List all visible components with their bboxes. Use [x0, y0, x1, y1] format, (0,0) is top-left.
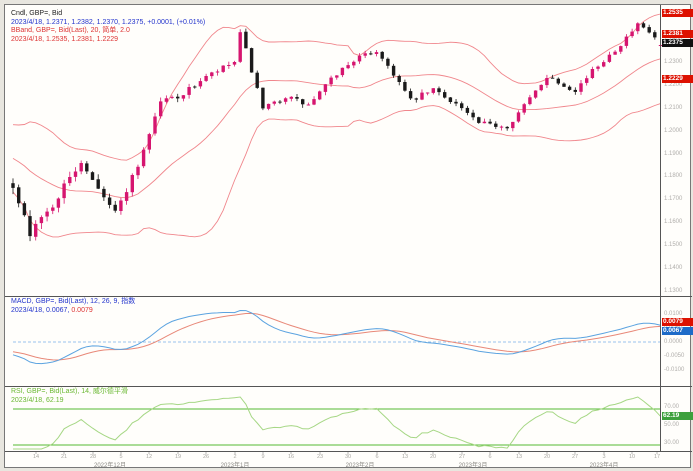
time-axis-day-label: 28 — [89, 454, 97, 460]
time-axis-day-label: 12 — [145, 454, 153, 460]
time-axis-day-label: 14 — [32, 454, 40, 460]
rsi-legend-value: 2023/4/18, 62.19 — [11, 396, 64, 404]
time-axis-month-label: 2023年4月 — [589, 463, 619, 469]
axis-tick-label: 1.1700 — [664, 196, 683, 202]
time-axis-day-label: 20 — [543, 454, 551, 460]
bband-legend-params: BBand, GBP=, Bid(Last), 20, 简单, 2.0 — [11, 27, 130, 34]
time-axis-day-label: 17 — [653, 454, 661, 460]
axis-tick-label: -0.0050 — [664, 353, 685, 359]
time-axis-day-label: 13 — [515, 454, 523, 460]
axis-tick-label: 30.00 — [664, 440, 680, 446]
panel-separator — [5, 386, 692, 387]
axis-tick-label: 1.1900 — [664, 151, 683, 157]
main-legend-series: Cndl, GBP=, Bid — [11, 10, 63, 17]
axis-tick-label: 1.2300 — [664, 59, 683, 65]
time-axis-day-label: 9 — [261, 454, 265, 460]
axis-tick-label: 1.1300 — [664, 288, 683, 294]
time-axis: 14 21 28 5 12 19 26 2 9 16 23 30 6 13 20 27 6 13 20 27 3 10 17… — [5, 451, 692, 469]
axis-tick-label: 1.1800 — [664, 173, 683, 179]
time-axis-day-label: 21 — [60, 454, 68, 460]
axis-tick-label: 70.00 — [664, 404, 680, 410]
time-axis-day-label: 23 — [316, 454, 324, 460]
last-price-badge: 1.2375 — [662, 39, 693, 47]
time-axis-day-label: 20 — [429, 454, 437, 460]
time-axis-day-label: 30 — [344, 454, 352, 460]
axis-tick-label: 1.2100 — [664, 105, 683, 111]
time-axis-day-label: 6 — [488, 454, 492, 460]
rsi-value-badge: 62.19 — [662, 412, 693, 420]
rsi-legend-params: RSI, GBP=, Bid(Last), 14, 威尔德平滑 — [11, 388, 128, 395]
time-axis-day-label: 2 — [233, 454, 237, 460]
chart-frame: Cndl, GBP=, Bid 2023/4/18, 1.2371, 1.238… — [4, 4, 693, 469]
macd-legend-params: MACD, GBP=, Bid(Last), 12, 26, 9, 指数 — [11, 298, 136, 305]
axis-tick-label: 1.2200 — [664, 82, 683, 88]
main-legend-ohlc: 2023/4/18, 1.2371, 1.2382, 1.2370, 1.237… — [11, 18, 206, 26]
macd-legend: MACD, GBP=, Bid(Last), 12, 26, 9, 指数 202… — [11, 298, 135, 315]
macd-legend-date: 2023/4/18, — [11, 306, 47, 314]
macd-value-badge: 0.0067 — [662, 327, 693, 335]
axis-tick-label: 50.00 — [664, 422, 680, 428]
axis-tick-label: 1.2000 — [664, 128, 683, 134]
bband-middle-badge: 1.2381 — [662, 30, 693, 38]
time-axis-day-label: 10 — [628, 454, 636, 460]
time-axis-day-label: 13 — [401, 454, 409, 460]
time-axis-month-label: 2022年12月 — [93, 463, 127, 469]
panel-separator — [5, 451, 692, 452]
macd-legend-signal-value: 0.0079 — [71, 306, 93, 314]
macd-legend-values: 2023/4/18, 0.0067, 0.0079 — [11, 307, 135, 316]
time-axis-day-label: 26 — [202, 454, 210, 460]
time-axis-month-label: 2023年2月 — [345, 463, 375, 469]
axis-tick-label: 1.1500 — [664, 242, 683, 248]
time-axis-day-label: 16 — [287, 454, 295, 460]
axis-tick-label: 0.0100 — [664, 311, 683, 317]
rsi-legend: RSI, GBP=, Bid(Last), 14, 威尔德平滑 2023/4/1… — [11, 388, 128, 405]
panel-separator — [5, 296, 692, 297]
time-axis-month-label: 2023年1月 — [220, 463, 250, 469]
time-axis-day-label: 27 — [458, 454, 466, 460]
bband-lower-badge: 1.2229 — [662, 75, 693, 83]
price-axis-line — [660, 5, 661, 451]
main-legend: Cndl, GBP=, Bid 2023/4/18, 1.2371, 1.238… — [11, 10, 205, 44]
axis-tick-label: -0.0100 — [664, 367, 685, 373]
bband-legend-values: 2023/4/18, 1.2535, 1.2381, 1.2229 — [11, 35, 119, 43]
axis-tick-label: 1.1600 — [664, 219, 683, 225]
macd-signal-badge: 0.0079 — [662, 318, 693, 326]
time-axis-day-label: 5 — [119, 454, 123, 460]
time-axis-day-label: 3 — [602, 454, 606, 460]
bband-upper-badge: 1.2535 — [662, 9, 693, 17]
time-axis-day-label: 6 — [375, 454, 379, 460]
axis-tick-label: 1.1400 — [664, 265, 683, 271]
time-axis-day-label: 19 — [174, 454, 182, 460]
time-axis-day-label: 27 — [571, 454, 579, 460]
axis-tick-label: 0.0000 — [664, 339, 683, 345]
macd-legend-macd-value: 0.0067, — [46, 306, 72, 314]
time-axis-month-label: 2023年3月 — [458, 463, 488, 469]
